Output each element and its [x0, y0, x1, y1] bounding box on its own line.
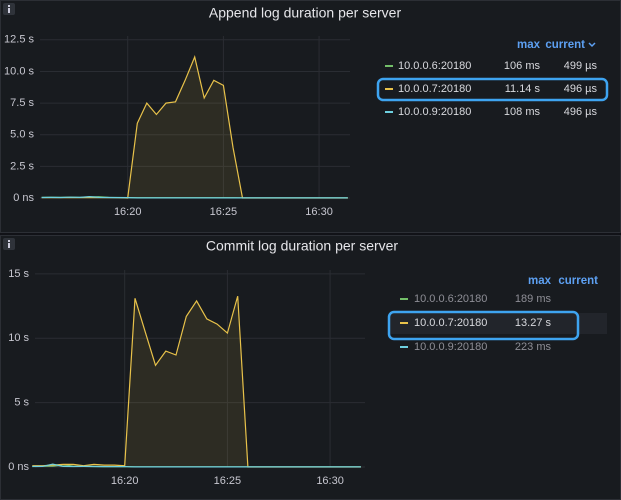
- series-area: [32, 296, 361, 467]
- panel: [0, 235, 621, 500]
- y-tick-label: 12.5 s: [4, 34, 34, 46]
- series-line: [32, 463, 361, 468]
- icon-glyph: [8, 240, 10, 242]
- x-tick-label: 16:30: [316, 475, 344, 487]
- legend-name: 10.0.0.6:20180: [398, 60, 471, 72]
- legend-header: max: [517, 39, 541, 51]
- sort-chevron[interactable]: [588, 42, 596, 48]
- legend-value: 13.27 s: [515, 317, 552, 329]
- legend-value: 496 µs: [564, 83, 598, 95]
- legend-item[interactable]: 10.0.0.7:20180 11.14 s 496 µs: [385, 83, 597, 95]
- info-icon[interactable]: [3, 238, 15, 250]
- legend-item[interactable]: 10.0.0.6:20180 189 ms: [400, 293, 551, 305]
- legend-item[interactable]: 10.0.0.9:20180 108 ms 496 µs: [385, 106, 597, 118]
- y-tick-label: 7.5 s: [10, 97, 34, 109]
- x-tick-label: 16:25: [214, 475, 242, 487]
- legend-value: 11.14 s: [505, 83, 541, 95]
- legend-name: 10.0.0.6:20180: [414, 293, 487, 305]
- y-tick-label: 5 s: [14, 397, 29, 409]
- legend-value: 496 µs: [564, 106, 598, 118]
- legend-value: 223 ms: [515, 341, 552, 353]
- legend-item[interactable]: 10.0.0.9:20180 223 ms: [400, 341, 551, 353]
- legend-name: 10.0.0.9:20180: [398, 106, 471, 118]
- chart-title: Append log duration per server: [209, 5, 402, 21]
- y-tick-label: 0 ns: [13, 192, 34, 204]
- y-tick-label: 15 s: [8, 268, 29, 280]
- y-tick-label: 5.0 s: [10, 129, 34, 141]
- row-highlight: [389, 313, 607, 334]
- x-tick-label: 16:20: [114, 206, 142, 218]
- legend-value: 499 µs: [564, 60, 598, 72]
- icon-glyph: [8, 8, 10, 13]
- legend-name: 10.0.0.7:20180: [414, 317, 487, 329]
- x-tick-label: 16:25: [210, 206, 238, 218]
- legend-value: 189 ms: [515, 293, 552, 305]
- info-icon[interactable]: [3, 3, 15, 15]
- panel: [0, 0, 621, 233]
- highlight-box: [376, 77, 609, 102]
- legend-header: current: [558, 275, 598, 287]
- legend-value: 106 ms: [504, 60, 541, 72]
- legend-name: 10.0.0.9:20180: [414, 341, 487, 353]
- series-area: [41, 57, 348, 198]
- y-tick-label: 0 ns: [8, 461, 29, 473]
- legend-header: max: [528, 275, 552, 287]
- y-tick-label: 2.5 s: [10, 160, 34, 172]
- highlight-box: [387, 310, 580, 341]
- icon-glyph: [8, 243, 10, 248]
- legend-header: current: [545, 39, 585, 51]
- legend-name: 10.0.0.7:20180: [398, 83, 471, 95]
- icon-glyph: [8, 5, 10, 7]
- x-tick-label: 16:30: [305, 206, 333, 218]
- chart-title: Commit log duration per server: [206, 238, 399, 254]
- x-tick-label: 16:20: [111, 475, 139, 487]
- legend-value: 108 ms: [504, 106, 541, 118]
- y-tick-label: 10.0 s: [4, 65, 34, 77]
- y-tick-label: 10 s: [8, 332, 29, 344]
- legend-item[interactable]: 10.0.0.6:20180 106 ms 499 µs: [385, 60, 597, 72]
- legend-item[interactable]: 10.0.0.7:20180 13.27 s: [400, 317, 551, 329]
- series-line: [41, 195, 348, 199]
